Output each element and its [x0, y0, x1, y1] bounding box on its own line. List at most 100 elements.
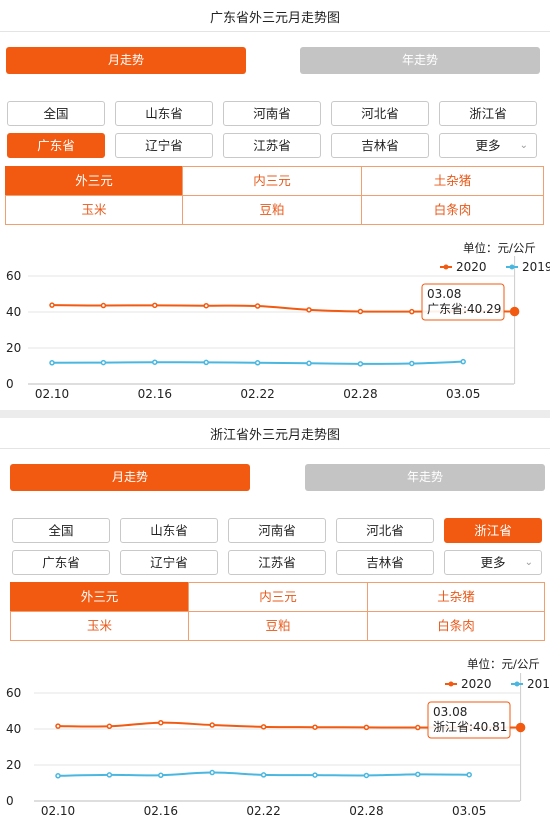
province-jiangsu[interactable]: 江苏省 [223, 133, 321, 158]
province-shandong[interactable]: 山东省 [115, 101, 213, 126]
data-point-2019 [466, 771, 472, 778]
category-nei-san-yuan[interactable]: 内三元 [182, 166, 362, 196]
province-hebei[interactable]: 河北省 [331, 101, 429, 126]
x-tick-label: 02.28 [349, 804, 383, 818]
yearly-trend-tab[interactable]: 年走势 [300, 47, 540, 74]
more-provinces-dropdown[interactable]: 更多 ⌄ [444, 550, 542, 575]
province-guangdong[interactable]: 广东省 [7, 133, 105, 158]
title-divider [0, 448, 550, 449]
legend-marker-2019 [509, 264, 515, 270]
x-tick-label: 02.22 [246, 804, 280, 818]
legend-label-2020: 2020 [461, 677, 492, 691]
legend-marker-2019 [514, 681, 520, 687]
panel-separator [0, 410, 550, 418]
province-shandong[interactable]: 山东省 [120, 518, 218, 543]
data-point-2020 [515, 722, 526, 733]
price-trend-chart[interactable]: 0 20 40 60 02.10 02.16 02.22 02.28 03.05 2020 2019… [0, 673, 550, 821]
tooltip-date: 03.08 [427, 287, 461, 301]
panel-title: 广东省外三元月走势图 [209, 11, 340, 26]
y-tick-label: 40 [6, 722, 21, 736]
category-corn[interactable]: 玉米 [10, 611, 189, 641]
data-point-2019 [415, 771, 421, 778]
data-point-2019 [209, 769, 215, 776]
category-tu-za-zhu[interactable]: 土杂猪 [367, 582, 545, 612]
y-tick-label: 20 [6, 758, 21, 772]
data-point-2019 [254, 360, 261, 366]
tooltip-date: 03.08 [433, 705, 467, 719]
chevron-down-icon: ⌄ [519, 140, 528, 151]
yearly-trend-tab[interactable]: 年走势 [305, 464, 545, 491]
x-tick-label: 02.16 [138, 387, 172, 401]
province-national[interactable]: 全国 [7, 101, 105, 126]
province-jiangsu[interactable]: 江苏省 [228, 550, 326, 575]
x-tick-label: 02.22 [240, 387, 274, 401]
province-hebei[interactable]: 河北省 [336, 518, 434, 543]
province-liaoning[interactable]: 辽宁省 [115, 133, 213, 158]
x-tick-label: 02.10 [41, 804, 75, 818]
province-national[interactable]: 全国 [12, 518, 110, 543]
category-soybean-meal[interactable]: 豆粕 [182, 195, 362, 225]
data-point-2020 [312, 724, 318, 730]
category-white-strip-pork[interactable]: 白条肉 [361, 195, 544, 225]
province-guangdong[interactable]: 广东省 [12, 550, 110, 575]
data-point-2019 [312, 772, 318, 778]
data-point-2020 [100, 302, 107, 309]
province-jilin[interactable]: 吉林省 [331, 133, 429, 158]
x-tick-label: 02.28 [343, 387, 377, 401]
more-label: 更多 [480, 555, 506, 570]
legend-label-2019: 2019 [527, 677, 550, 691]
tooltip-box [427, 701, 511, 739]
category-corn[interactable]: 玉米 [5, 195, 183, 225]
data-point-2019 [106, 772, 113, 778]
data-point-2020 [55, 723, 61, 729]
trend-panel-guangdong: 广东省外三元月走势图 月走势 年走势 全国 山东省 河南省 河北省 浙江省 广东… [0, 0, 550, 410]
x-tick-label: 03.05 [452, 804, 486, 818]
data-point-2020 [254, 303, 261, 309]
province-henan[interactable]: 河南省 [223, 101, 321, 126]
monthly-trend-tab[interactable]: 月走势 [6, 47, 246, 74]
data-point-2019 [409, 360, 415, 367]
data-point-2020 [409, 308, 415, 315]
category-tu-za-zhu[interactable]: 土杂猪 [361, 166, 544, 196]
x-tick-label: 03.05 [446, 387, 480, 401]
data-point-2020 [363, 724, 370, 731]
data-point-2020 [106, 723, 113, 730]
legend-label-2020: 2020 [456, 260, 487, 274]
y-tick-label: 20 [6, 341, 21, 355]
data-point-2020 [209, 722, 215, 728]
monthly-trend-tab[interactable]: 月走势 [10, 464, 250, 491]
data-point-2019 [260, 772, 267, 778]
legend-marker-2020 [448, 681, 454, 687]
province-zhejiang[interactable]: 浙江省 [444, 518, 542, 543]
data-point-2020 [49, 302, 55, 308]
data-point-2019 [357, 361, 364, 367]
data-point-2019 [55, 773, 61, 779]
province-liaoning[interactable]: 辽宁省 [120, 550, 218, 575]
province-zhejiang[interactable]: 浙江省 [439, 101, 537, 126]
province-jilin[interactable]: 吉林省 [336, 550, 434, 575]
data-point-2019 [158, 772, 164, 779]
data-point-2020 [509, 306, 520, 317]
data-point-2020 [158, 719, 164, 726]
more-provinces-dropdown[interactable]: 更多 ⌄ [439, 133, 537, 158]
y-tick-label: 60 [6, 686, 21, 700]
data-point-2020 [260, 724, 267, 730]
data-point-2019 [100, 359, 107, 366]
category-nei-san-yuan[interactable]: 内三元 [188, 582, 368, 612]
category-soybean-meal[interactable]: 豆粕 [188, 611, 368, 641]
y-tick-label: 40 [6, 305, 21, 319]
category-wai-san-yuan[interactable]: 外三元 [5, 166, 183, 196]
price-trend-chart[interactable]: 0 20 40 60 02.10 02.16 02.22 02.28 03.05 2020 2019… [0, 256, 550, 405]
category-white-strip-pork[interactable]: 白条肉 [367, 611, 545, 641]
data-point-2019 [203, 359, 209, 366]
category-wai-san-yuan[interactable]: 外三元 [10, 582, 189, 612]
panel-title: 浙江省外三元月走势图 [209, 428, 340, 443]
legend-label-2019: 2019 [522, 260, 550, 274]
y-tick-label: 60 [6, 269, 21, 283]
x-tick-label: 02.10 [35, 387, 69, 401]
data-point-2019 [49, 360, 55, 366]
y-tick-label: 0 [6, 377, 14, 391]
province-henan[interactable]: 河南省 [228, 518, 326, 543]
unit-label: 单位：元/公斤 [467, 657, 540, 671]
data-point-2020 [357, 308, 364, 315]
